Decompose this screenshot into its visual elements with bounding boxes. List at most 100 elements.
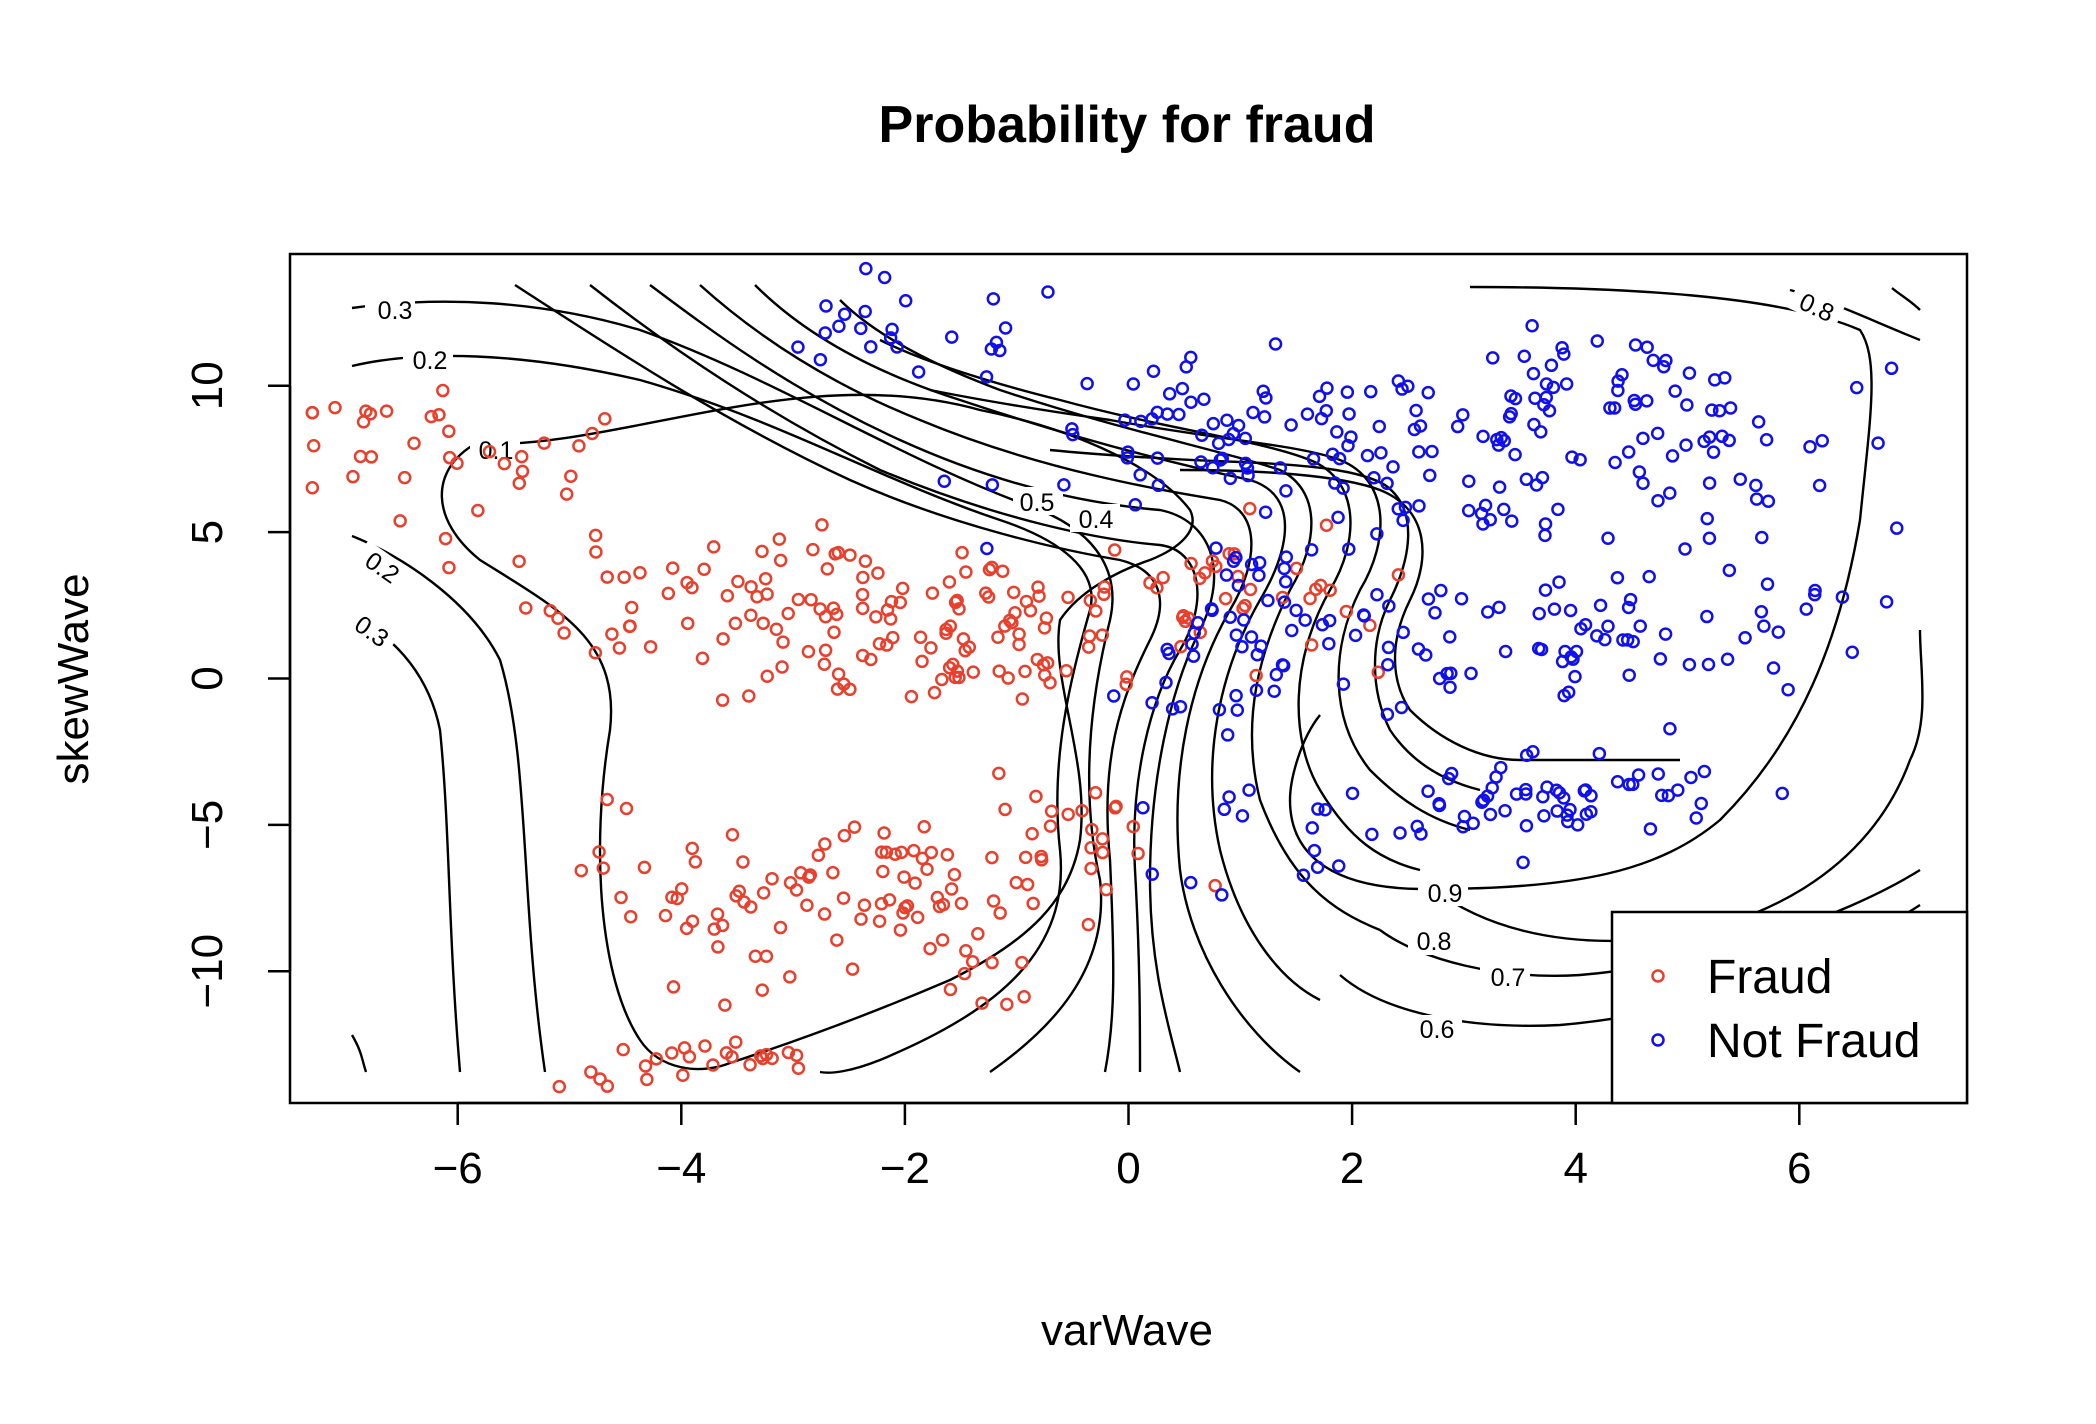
point-fraud [600,792,614,807]
point-fraud [915,851,930,866]
y-tick-label: 10 [183,361,232,410]
point-not-fraud [1344,430,1358,444]
point-fraud [991,630,1005,644]
point-not-fraud [1318,803,1332,817]
point-fraud [871,566,885,580]
point-fraud [1034,853,1049,867]
point-fraud [682,1050,697,1064]
point-not-fraud [1678,542,1692,556]
point-not-fraud [1394,700,1409,715]
point-fraud [1031,580,1045,594]
point-fraud [998,802,1012,817]
point-not-fraud [1658,627,1673,641]
point-not-fraud [1483,807,1498,822]
point-not-fraud [1393,826,1407,840]
point-fraud [596,861,611,875]
point-not-fraud [1640,340,1654,354]
point-not-fraud [1160,642,1174,657]
point-fraud [962,640,977,654]
point-fraud [759,949,774,964]
point-not-fraud [1707,373,1722,387]
point-fraud [923,941,937,956]
point-fraud [872,637,887,651]
point-fraud [940,847,955,862]
point-not-fraud [1269,667,1284,682]
point-not-fraud [1552,575,1566,589]
point-not-fraud [791,340,805,354]
point-fraud [744,580,758,594]
y-tick-label: 5 [183,520,232,544]
point-not-fraud [1563,802,1577,817]
point-fraud [925,586,940,600]
point-fraud [1088,785,1103,800]
point-fraud [888,847,902,862]
contour-label: 0.7 [1491,964,1526,992]
point-fraud [637,860,652,875]
point-not-fraud [1538,583,1553,597]
point-not-fraud [1509,787,1524,801]
point-not-fraud [1258,505,1273,519]
point-not-fraud [1532,606,1546,621]
point-not-fraud [813,352,828,367]
point-not-fraud [885,322,899,337]
point-not-fraud [1238,431,1253,446]
point-fraud [924,845,939,860]
point-not-fraud [989,335,1004,350]
point-not-fraud [1761,494,1776,509]
point-not-fraud [1694,796,1708,811]
point-fraud [306,438,321,453]
point-fraud [515,464,530,479]
point-not-fraud [1412,445,1426,459]
point-fraud [789,883,804,897]
point-fraud [874,845,889,859]
point-fraud [818,643,833,658]
point-not-fraud [1601,619,1615,634]
point-fraud [947,867,962,882]
point-not-fraud [1336,677,1351,691]
legend: Fraud Not Fraud [1610,910,1969,1105]
point-fraud [638,1059,653,1073]
point-not-fraud [837,307,852,321]
point-not-fraud [1593,598,1608,613]
point-fraud [957,966,972,981]
point-fraud [758,571,773,586]
point-fraud [856,570,870,585]
point-fraud [514,449,529,464]
point-not-fraud [890,340,904,354]
point-fraud [772,532,787,546]
point-fraud [1075,804,1089,818]
point-fraud [711,940,725,954]
point-fraud [716,632,730,646]
y-tick-label: −5 [183,800,232,850]
point-fraud [658,908,673,923]
point-fraud [955,545,969,560]
point-not-fraud [1631,768,1646,782]
point-not-fraud [1544,358,1559,373]
point-not-fraud [859,261,873,276]
point-not-fraud [1508,447,1522,462]
point-not-fraud [1220,728,1235,742]
point-fraud [559,487,574,501]
point-fraud [397,470,412,485]
point-not-fraud [1284,418,1298,432]
point-fraud [680,616,695,631]
point-fraud [1391,568,1406,582]
point-fraud [674,882,689,896]
contour-0.6a [839,299,1381,932]
point-not-fraud [1625,777,1640,792]
point-not-fraud [1546,380,1561,395]
point-not-fraud [1812,478,1827,493]
point-not-fraud [1556,791,1571,805]
point-fraud [1363,618,1377,633]
point-not-fraud [1590,334,1605,348]
point-fraud [1107,543,1122,557]
point-fraud [769,622,784,637]
point-fraud [966,665,981,679]
point-fraud [698,1039,712,1053]
contour-label: 0.2 [413,347,448,375]
point-not-fraud [1480,789,1495,803]
point-fraud [1015,955,1029,970]
point-not-fraud [1172,407,1186,422]
point-fraud [827,625,841,640]
point-not-fraud [1573,452,1587,467]
